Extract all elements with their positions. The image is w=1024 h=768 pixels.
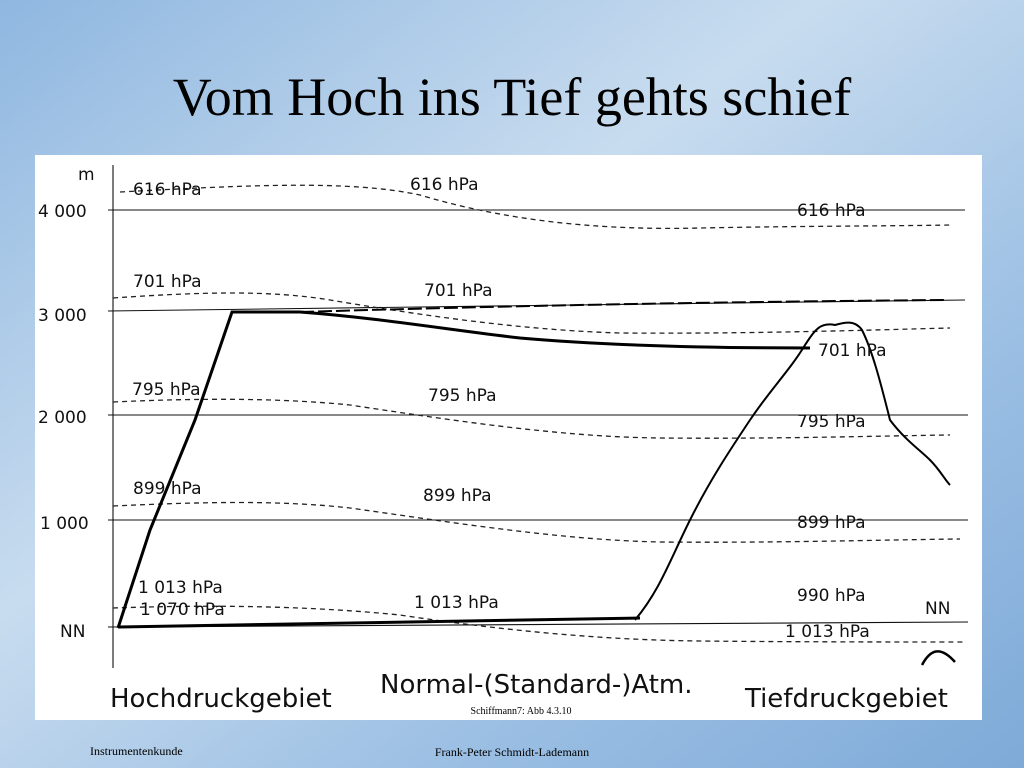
footer-left: Instrumentenkunde	[90, 744, 183, 758]
standard-path	[299, 299, 946, 313]
region-labels: Hochdruckgebiet Normal-(Standard-)Atm. T…	[110, 670, 948, 714]
flight-path	[116, 310, 811, 629]
isobar	[112, 501, 961, 543]
isobars	[112, 184, 966, 643]
pressure-label: 701 hPa	[424, 281, 493, 301]
region-label: Normal-(Standard-)Atm.	[380, 670, 693, 700]
pressure-label: 1 013 hPa	[138, 578, 223, 598]
ground-path	[117, 616, 641, 629]
pressure-label: 899 hPa	[133, 479, 202, 499]
axis-labels: m 4 000 3 000 2 000 1 000 NN	[38, 165, 95, 642]
mountain	[634, 321, 951, 621]
pressure-label: 616 hPa	[133, 180, 202, 200]
pressure-label: NN	[925, 599, 950, 619]
axis-label: NN	[60, 622, 85, 642]
pressure-labels: 616 hPa 616 hPa 616 hPa 701 hPa 701 hPa …	[132, 175, 950, 642]
pressure-label: 990 hPa	[797, 586, 866, 606]
pressure-label: 899 hPa	[423, 486, 492, 506]
pressure-label: 701 hPa	[818, 341, 887, 361]
pressure-label: 795 hPa	[428, 386, 497, 406]
slide-title: Vom Hoch ins Tief gehts schief	[173, 67, 852, 127]
axis-label: m	[78, 165, 95, 185]
pressure-label: 1 013 hPa	[414, 593, 499, 613]
region-label: Tiefdruckgebiet	[744, 684, 948, 714]
axis-label: 4 000	[38, 202, 87, 222]
isobar	[119, 184, 951, 230]
isobar	[112, 398, 951, 439]
region-label: Hochdruckgebiet	[110, 684, 332, 714]
low-symbol	[920, 650, 956, 666]
axis-label: 2 000	[38, 408, 87, 428]
pressure-label: 701 hPa	[133, 272, 202, 292]
axis-label: 1 000	[40, 514, 89, 534]
footer-right: Frank-Peter Schmidt-Lademann	[435, 745, 589, 759]
isobar	[112, 605, 966, 643]
air-path	[116, 299, 946, 629]
pressure-label: 899 hPa	[797, 513, 866, 533]
pressure-label: 795 hPa	[797, 412, 866, 432]
pressure-label: 1 070 hPa	[140, 600, 225, 620]
isobar	[112, 292, 951, 334]
pressure-label: 616 hPa	[410, 175, 479, 195]
pressure-label: 1 013 hPa	[785, 622, 870, 642]
caption: Schiffmann7: Abb 4.3.10	[471, 706, 572, 717]
pressure-label: 616 hPa	[797, 201, 866, 221]
axis-label: 3 000	[38, 306, 87, 326]
pressure-label: 795 hPa	[132, 380, 201, 400]
